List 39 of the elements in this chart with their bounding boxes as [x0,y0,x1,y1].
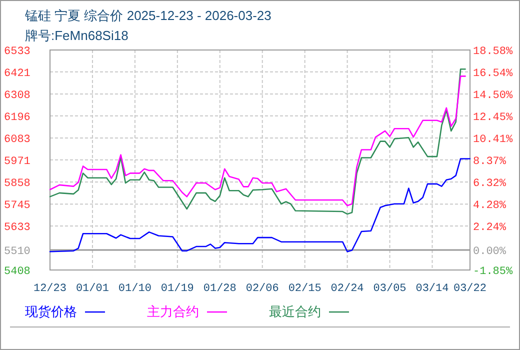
legend-label: 现货价格 [25,304,77,319]
y2-tick-label: 14.50% [473,90,514,102]
y-tick-label: 6308 [4,90,30,102]
y2-tick-label: 16.54% [473,68,514,80]
y2-tick-label: 10.41% [473,134,514,146]
legend-label: 最近合约 [269,304,321,319]
x-tick-label: 02/06 [246,283,279,295]
x-tick-label: 01/01 [76,283,110,295]
x-tick-label: 03/05 [373,283,406,295]
x-tick-label: 01/28 [203,283,236,295]
y-tick-label: 6533 [4,46,30,58]
y2-tick-label: 0.00% [473,246,506,258]
x-tick-label: 03/14 [416,283,450,295]
y2-tick-label: 6.32% [473,178,506,190]
y-tick-label: 5510 [4,246,30,258]
line-series [49,158,471,252]
x-tick-label: 01/10 [118,283,152,295]
legend-label: 主力合约 [147,304,199,319]
y2-tick-label: 4.28% [473,200,506,212]
y-tick-label: 5745 [4,200,30,212]
y2-tick-label: 2.24% [473,222,506,234]
y-tick-label: 6196 [4,112,30,124]
y-tick-label: 6421 [4,68,31,80]
y-tick-label: 5633 [4,222,30,234]
y-tick-label: 5971 [4,156,31,168]
x-tick-label: 01/19 [160,283,194,295]
y2-tick-label: 18.58% [473,46,514,58]
y-tick-label: 6083 [4,134,30,146]
y-tick-label: 5408 [4,266,30,278]
x-tick-label: 02/15 [288,283,322,295]
y2-tick-label: 12.45% [473,112,514,124]
chart-title: 锰硅 宁夏 综合价 2025-12-23 - 2026-03-23 [24,8,272,23]
x-tick-label: 02/24 [330,283,364,295]
y2-tick-label: -1.85% [473,266,514,278]
x-tick-label: 03/22 [453,283,487,295]
x-tick-label: 12/23 [33,283,67,295]
y-tick-label: 5858 [4,178,30,190]
y2-tick-label: 8.37% [473,156,506,168]
chart-subtitle: 牌号:FeMn68Si18 [25,28,128,43]
